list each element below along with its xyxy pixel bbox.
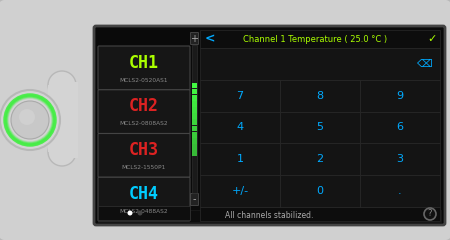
Bar	[98, 206, 190, 220]
Text: CH2: CH2	[129, 97, 159, 115]
Circle shape	[11, 101, 49, 139]
Bar	[200, 30, 440, 48]
Text: ⌫: ⌫	[417, 59, 433, 69]
Bar	[192, 45, 197, 193]
Bar	[200, 48, 440, 80]
Bar	[360, 144, 440, 175]
Text: <: <	[205, 32, 215, 46]
Bar	[192, 83, 197, 88]
Bar	[48, 85, 76, 152]
FancyBboxPatch shape	[98, 177, 190, 221]
Bar	[280, 144, 360, 175]
FancyBboxPatch shape	[98, 46, 190, 90]
Text: +: +	[190, 34, 198, 43]
FancyBboxPatch shape	[94, 26, 445, 225]
Bar	[58, 82, 78, 158]
Bar	[98, 210, 441, 222]
Circle shape	[0, 90, 60, 150]
Text: 7: 7	[236, 91, 243, 101]
Text: ?: ?	[428, 210, 432, 218]
Text: MCLS2-1550P1: MCLS2-1550P1	[122, 165, 166, 170]
Bar	[192, 113, 197, 119]
Bar	[192, 107, 197, 113]
Bar	[200, 144, 280, 175]
Text: -: -	[193, 194, 196, 204]
FancyBboxPatch shape	[98, 133, 190, 177]
Text: 0: 0	[316, 186, 324, 196]
Bar	[280, 80, 360, 112]
Bar	[200, 112, 280, 144]
Text: MCLS2-0520AS1: MCLS2-0520AS1	[120, 78, 168, 83]
Text: CH1: CH1	[129, 54, 159, 72]
FancyBboxPatch shape	[190, 193, 198, 205]
Circle shape	[138, 210, 143, 216]
Bar	[192, 95, 197, 101]
Bar	[280, 175, 360, 207]
Bar	[200, 175, 280, 207]
Text: MCLS2-0808AS2: MCLS2-0808AS2	[120, 121, 168, 126]
Text: CH3: CH3	[129, 141, 159, 159]
Text: .: .	[398, 186, 402, 196]
Bar	[192, 89, 197, 94]
Text: 4: 4	[236, 122, 243, 132]
Text: 9: 9	[396, 91, 404, 101]
Text: +/-: +/-	[231, 186, 248, 196]
Bar	[192, 132, 197, 138]
Bar	[192, 138, 197, 144]
Text: 1: 1	[237, 154, 243, 164]
Text: CH4: CH4	[129, 185, 159, 203]
Bar	[200, 80, 280, 112]
Bar	[280, 112, 360, 144]
Text: Channel 1 Temperature ( 25.0 °C ): Channel 1 Temperature ( 25.0 °C )	[243, 35, 387, 43]
Text: 8: 8	[316, 91, 324, 101]
FancyBboxPatch shape	[98, 90, 190, 133]
Bar	[200, 207, 440, 221]
Bar	[192, 120, 197, 125]
Circle shape	[48, 138, 76, 166]
Circle shape	[48, 71, 76, 99]
Bar	[192, 150, 197, 156]
Text: MCLS2-0488AS2: MCLS2-0488AS2	[120, 209, 168, 214]
Circle shape	[19, 109, 35, 125]
Bar	[192, 101, 197, 107]
Circle shape	[424, 208, 436, 220]
Bar	[192, 126, 197, 131]
Text: 2: 2	[316, 154, 324, 164]
Text: ✓: ✓	[428, 34, 436, 44]
Circle shape	[127, 210, 132, 216]
Bar	[192, 144, 197, 150]
Text: 6: 6	[396, 122, 404, 132]
Bar	[360, 112, 440, 144]
Bar	[360, 80, 440, 112]
Text: 5: 5	[316, 122, 324, 132]
Text: 3: 3	[396, 154, 404, 164]
Bar	[360, 175, 440, 207]
Text: All channels stabilized.: All channels stabilized.	[225, 211, 314, 221]
FancyBboxPatch shape	[190, 32, 198, 44]
